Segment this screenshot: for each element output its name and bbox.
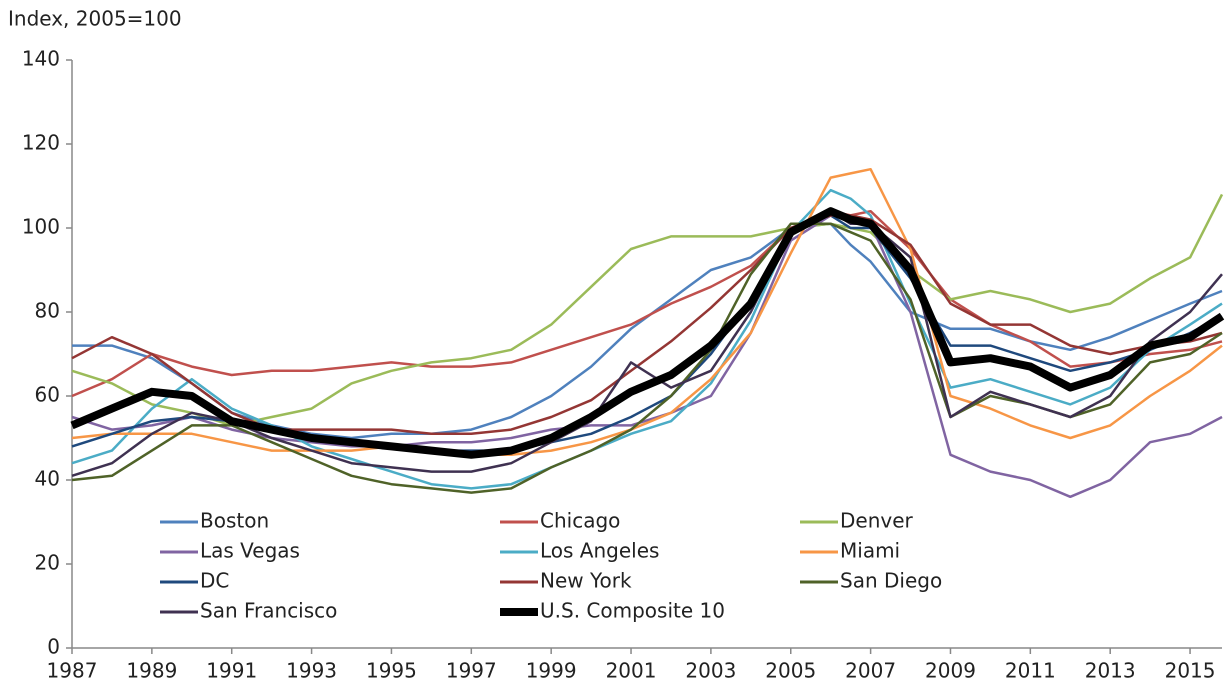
x-tick-label: 1991 [206,659,257,683]
y-tick-label: 20 [35,551,60,575]
series-line [72,222,1223,440]
y-tick-label: 100 [22,215,60,239]
series-line [71,214,1223,436]
legend-label: San Francisco [200,599,337,623]
series-line [71,209,1223,398]
legend-label: Chicago [540,509,620,533]
series-line [71,167,1223,457]
legend-label: New York [540,569,632,593]
y-tick-label: 140 [22,47,60,71]
legend-label: San Diego [840,569,942,593]
x-tick-label: 1993 [286,659,337,683]
y-axis-label: Index, 2005=100 [8,7,182,31]
y-tick-label: 60 [35,383,60,407]
x-tick-label: 2013 [1085,659,1136,683]
y-tick-label: 0 [47,635,60,659]
x-tick-label: 2003 [685,659,736,683]
legend-label: Miami [840,539,900,563]
legend-label: Boston [200,509,269,533]
y-tick-label: 120 [22,131,60,155]
x-tick-label: 2009 [925,659,976,683]
x-tick-label: 1987 [47,659,98,683]
series-line [71,188,1223,490]
legend-label: DC [200,569,229,593]
x-tick-label: 2015 [1165,659,1216,683]
legend-label: U.S. Composite 10 [540,599,725,623]
series-line [71,209,1223,477]
series-line [70,207,1225,459]
x-tick-label: 1999 [526,659,577,683]
y-tick-label: 80 [35,299,60,323]
y-tick-label: 40 [35,467,60,491]
x-tick-label: 2005 [765,659,816,683]
legend-label: Los Angeles [540,539,659,563]
legend-label: Denver [840,509,914,533]
x-tick-label: 2001 [606,659,657,683]
x-tick-label: 2011 [1005,659,1056,683]
series-line [71,193,1224,427]
series-line [71,214,1223,499]
x-tick-label: 2007 [845,659,896,683]
legend-label: Las Vegas [200,539,300,563]
x-tick-label: 1997 [446,659,497,683]
x-tick-label: 1995 [366,659,417,683]
x-tick-label: 1989 [126,659,177,683]
